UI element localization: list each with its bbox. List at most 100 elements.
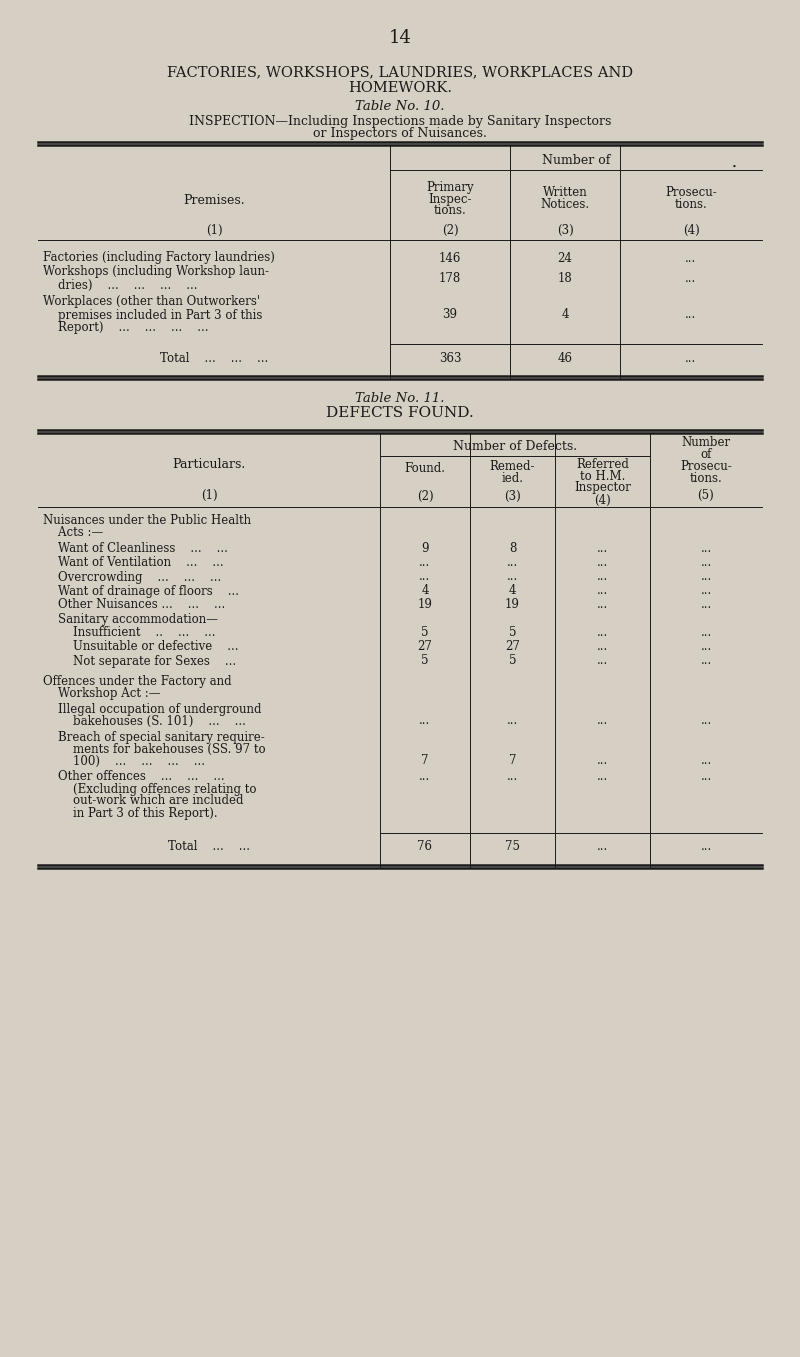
- Text: Number of Defects.: Number of Defects.: [453, 440, 577, 452]
- Text: 7: 7: [422, 754, 429, 768]
- Text: Inspec-: Inspec-: [428, 193, 472, 205]
- Text: bakehouses (S. 101)    ...    ...: bakehouses (S. 101) ... ...: [43, 715, 246, 727]
- Text: Workshop Act :—: Workshop Act :—: [43, 687, 161, 699]
- Text: Nuisances under the Public Health: Nuisances under the Public Health: [43, 514, 251, 528]
- Text: 4: 4: [562, 308, 569, 322]
- Text: ...: ...: [700, 654, 712, 668]
- Text: ...: ...: [700, 771, 712, 783]
- Text: Want of Cleanliness    ...    ...: Want of Cleanliness ... ...: [43, 543, 228, 555]
- Text: 75: 75: [505, 840, 520, 854]
- Text: Offences under the Factory and: Offences under the Factory and: [43, 674, 232, 688]
- Text: 27: 27: [418, 641, 433, 654]
- Text: tions.: tions.: [434, 205, 466, 217]
- Text: 178: 178: [439, 271, 461, 285]
- Text: 9: 9: [422, 543, 429, 555]
- Text: ...: ...: [419, 715, 430, 727]
- Text: Insufficient    ..    ...    ...: Insufficient .. ... ...: [43, 627, 215, 639]
- Text: ...: ...: [419, 771, 430, 783]
- Text: 18: 18: [558, 271, 572, 285]
- Text: (1): (1): [206, 224, 222, 236]
- Text: Overcrowding    ...    ...    ...: Overcrowding ... ... ...: [43, 570, 222, 584]
- Text: 19: 19: [418, 598, 433, 612]
- Text: 4: 4: [422, 585, 429, 597]
- Text: 24: 24: [558, 251, 573, 265]
- Text: ...: ...: [419, 570, 430, 584]
- Text: 76: 76: [418, 840, 433, 854]
- Text: Table No. 11.: Table No. 11.: [355, 392, 445, 404]
- Text: 39: 39: [442, 308, 458, 322]
- Text: •: •: [731, 163, 737, 171]
- Text: (1): (1): [201, 489, 218, 502]
- Text: 146: 146: [439, 251, 461, 265]
- Text: Referred: Referred: [576, 457, 629, 471]
- Text: 8: 8: [509, 543, 516, 555]
- Text: (3): (3): [504, 490, 521, 502]
- Text: HOMEWORK.: HOMEWORK.: [348, 81, 452, 95]
- Text: ...: ...: [507, 570, 518, 584]
- Text: ...: ...: [597, 840, 608, 854]
- Text: ...: ...: [700, 570, 712, 584]
- Text: ...: ...: [597, 627, 608, 639]
- Text: ...: ...: [597, 771, 608, 783]
- Text: premises included in Part 3 of this: premises included in Part 3 of this: [43, 308, 262, 322]
- Text: Other offences    ...    ...    ...: Other offences ... ... ...: [43, 771, 225, 783]
- Text: (2): (2): [417, 490, 434, 502]
- Text: (Excluding offences relating to: (Excluding offences relating to: [43, 783, 257, 795]
- Text: Particulars.: Particulars.: [172, 459, 246, 471]
- Text: ...: ...: [597, 641, 608, 654]
- Text: ...: ...: [507, 556, 518, 570]
- Text: ...: ...: [700, 627, 712, 639]
- Text: Prosecu-: Prosecu-: [680, 460, 732, 474]
- Text: (3): (3): [557, 224, 574, 236]
- Text: ...: ...: [700, 543, 712, 555]
- Text: 5: 5: [422, 654, 429, 668]
- Text: ...: ...: [597, 754, 608, 768]
- Text: ...: ...: [686, 271, 697, 285]
- Text: ...: ...: [597, 715, 608, 727]
- Text: of: of: [700, 449, 712, 461]
- Text: Workplaces (other than Outworkers': Workplaces (other than Outworkers': [43, 296, 260, 308]
- Text: Remed-: Remed-: [490, 460, 535, 472]
- Text: 14: 14: [389, 28, 411, 47]
- Text: Factories (including Factory laundries): Factories (including Factory laundries): [43, 251, 275, 265]
- Text: ...: ...: [686, 251, 697, 265]
- Text: Workshops (including Workshop laun-: Workshops (including Workshop laun-: [43, 266, 269, 278]
- Text: ...: ...: [700, 840, 712, 854]
- Text: ...: ...: [700, 556, 712, 570]
- Text: or Inspectors of Nuisances.: or Inspectors of Nuisances.: [313, 128, 487, 141]
- Text: INSPECTION—Including Inspections made by Sanitary Inspectors: INSPECTION—Including Inspections made by…: [189, 114, 611, 128]
- Text: 5: 5: [422, 627, 429, 639]
- Text: ...: ...: [700, 715, 712, 727]
- Text: ...: ...: [700, 641, 712, 654]
- Text: (4): (4): [594, 494, 611, 506]
- Text: Sanitary accommodation—: Sanitary accommodation—: [43, 612, 218, 626]
- Text: Written: Written: [542, 186, 587, 199]
- Text: ...: ...: [686, 308, 697, 322]
- Text: ...: ...: [597, 570, 608, 584]
- Text: tions.: tions.: [674, 198, 707, 212]
- Text: Primary: Primary: [426, 180, 474, 194]
- Text: ...: ...: [597, 598, 608, 612]
- Text: ...: ...: [507, 771, 518, 783]
- Text: ...: ...: [419, 556, 430, 570]
- Text: Not separate for Sexes    ...: Not separate for Sexes ...: [43, 654, 236, 668]
- Text: (4): (4): [682, 224, 699, 236]
- Text: 7: 7: [509, 754, 516, 768]
- Text: Illegal occupation of underground: Illegal occupation of underground: [43, 703, 262, 715]
- Text: ...: ...: [700, 598, 712, 612]
- Text: to H.M.: to H.M.: [580, 470, 625, 483]
- Text: Found.: Found.: [405, 461, 446, 475]
- Text: tions.: tions.: [690, 472, 722, 486]
- Text: Other Nuisances ...    ...    ...: Other Nuisances ... ... ...: [43, 598, 226, 612]
- Text: Unsuitable or defective    ...: Unsuitable or defective ...: [43, 641, 238, 654]
- Text: Total    ...    ...: Total ... ...: [168, 840, 250, 854]
- Text: 5: 5: [509, 654, 516, 668]
- Text: Number: Number: [682, 437, 730, 449]
- Text: 27: 27: [505, 641, 520, 654]
- Text: 46: 46: [558, 351, 573, 365]
- Text: ...: ...: [686, 351, 697, 365]
- Text: (2): (2): [442, 224, 458, 236]
- Text: Total    ...    ...    ...: Total ... ... ...: [160, 351, 268, 365]
- Text: ...: ...: [700, 754, 712, 768]
- Text: DEFECTS FOUND.: DEFECTS FOUND.: [326, 406, 474, 421]
